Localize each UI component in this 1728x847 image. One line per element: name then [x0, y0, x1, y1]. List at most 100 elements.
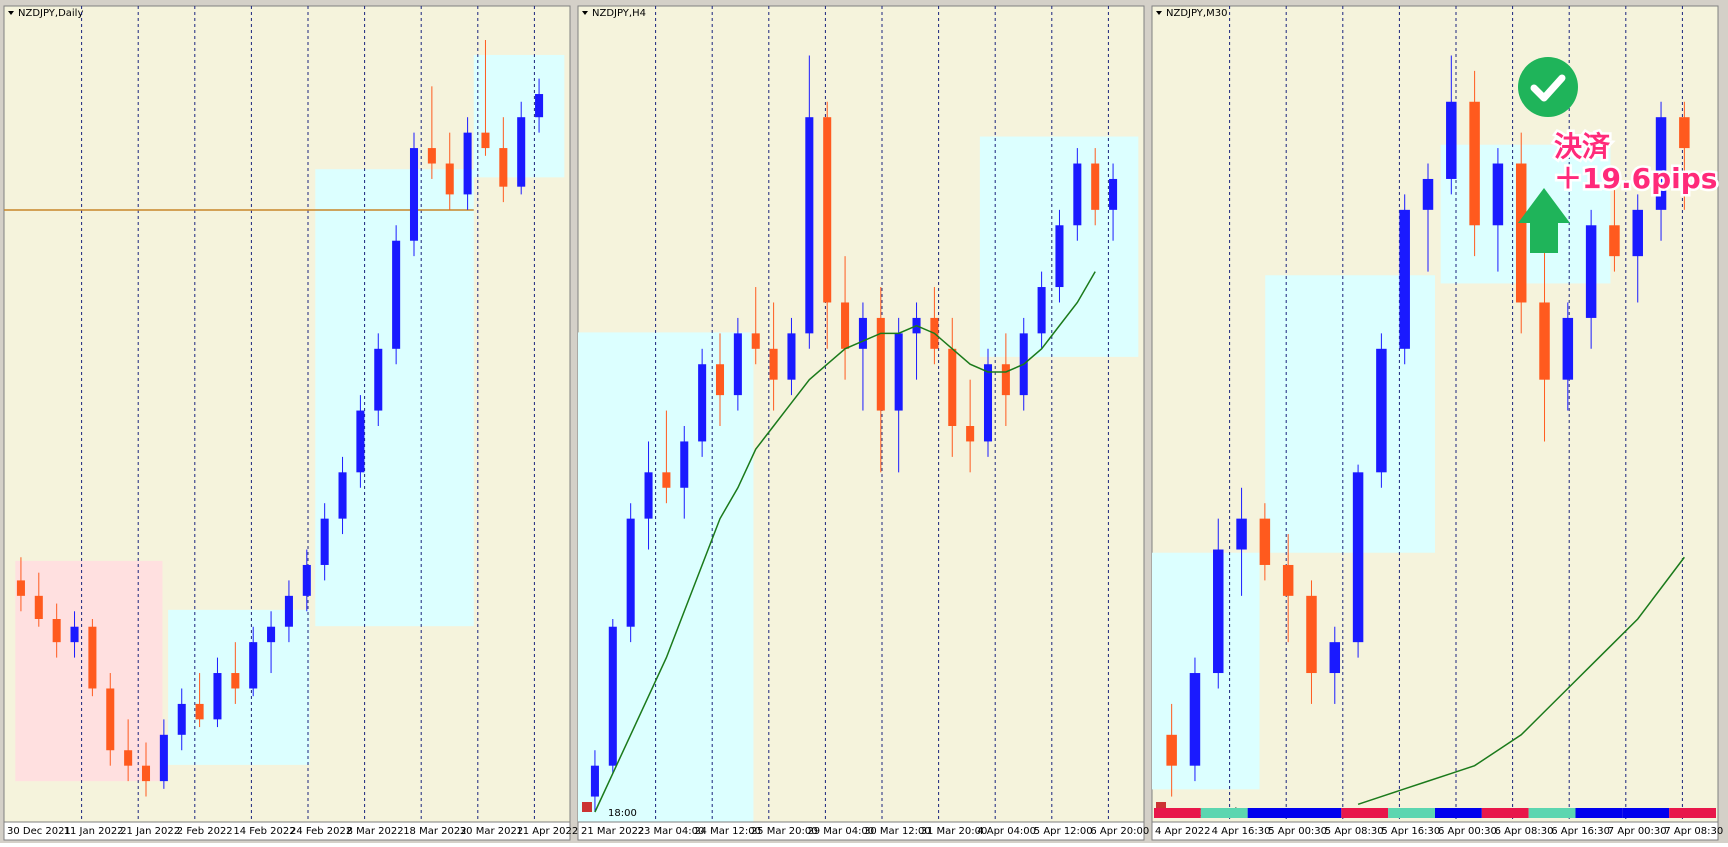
x-axis-bar [1151, 821, 1719, 841]
x-axis-bar [577, 821, 1145, 841]
session-strip [1481, 808, 1529, 818]
x-tick-label: 31 Mar 20:00 [921, 826, 988, 837]
candle-body [1469, 101, 1480, 226]
x-tick-label: 30 Mar 12:00 [864, 826, 931, 837]
x-tick-label: 4 Apr 2022 [1155, 826, 1210, 837]
candle-body [680, 441, 689, 488]
candle-body [302, 564, 311, 596]
candle-body [1236, 518, 1247, 550]
up-arrow [1518, 188, 1570, 253]
candle-body [320, 518, 329, 565]
candle-body [52, 619, 61, 643]
candle-body [644, 472, 653, 519]
candle-body [427, 148, 436, 164]
candle-body [463, 132, 472, 195]
x-tick-label: 5 Apr 00:30 [1268, 826, 1327, 837]
x-tick-label: 6 Apr 00:30 [1438, 826, 1497, 837]
candle-body [966, 426, 975, 442]
moving-average [1357, 556, 1685, 805]
session-strip [1247, 808, 1295, 818]
candle-body [608, 626, 617, 766]
candle-body [698, 364, 707, 442]
x-tick-label: 5 Apr 16:30 [1381, 826, 1440, 837]
zone-box [315, 169, 474, 627]
time-label: 18:00 [608, 808, 637, 819]
candle-body [535, 94, 544, 118]
candle-body [1376, 348, 1387, 473]
x-tick-label: 30 Dec 2021 [7, 826, 71, 837]
candle-body [733, 333, 742, 396]
x-tick-label: 23 Mar 04:00 [638, 826, 705, 837]
candle-body [894, 333, 903, 411]
candle-body [159, 734, 168, 782]
x-tick-label: 25 Mar 20:00 [751, 826, 818, 837]
session-strip [1435, 808, 1482, 818]
x-tick-label: 4 Apr 04:00 [977, 826, 1036, 837]
candle-body [499, 148, 508, 187]
session-strip [1388, 808, 1435, 818]
candle-body [948, 348, 957, 426]
x-tick-label: 24 Feb 2022 [290, 826, 352, 837]
panel-title: NZDJPY,Daily [18, 8, 83, 19]
x-axis-bar [3, 821, 571, 841]
candle-body [34, 595, 43, 619]
candle-body [1679, 117, 1690, 149]
candle-body [1352, 472, 1364, 643]
candle-body [626, 518, 635, 627]
result-text: ＋19.6pips [1554, 162, 1717, 195]
x-tick-label: 21 Mar 2022 [581, 826, 644, 837]
candle-body [1399, 209, 1410, 349]
candle-body [823, 117, 832, 303]
candle-body [1609, 225, 1620, 257]
x-tick-label: 30 Mar 2022 [460, 826, 523, 837]
candle-body [1282, 564, 1294, 596]
session-strip [1528, 808, 1576, 818]
candle-body [1562, 317, 1574, 380]
x-tick-label: 6 Apr 08:30 [1495, 826, 1554, 837]
x-tick-label: 6 Apr 20:00 [1090, 826, 1149, 837]
candle-body [1091, 163, 1100, 210]
candle-body [177, 703, 186, 735]
status-text: 決済 [1554, 130, 1611, 163]
candle-body [1001, 364, 1010, 396]
candle-body [1655, 117, 1667, 210]
candle-body [1539, 302, 1550, 380]
candle-body [662, 472, 671, 488]
candle-body [1306, 595, 1317, 674]
candle-body [213, 673, 222, 720]
candle-body [1329, 642, 1341, 674]
session-strip [1575, 808, 1623, 818]
candle-body [195, 703, 204, 720]
candle-body [1259, 518, 1271, 565]
x-tick-label: 6 Apr 16:30 [1551, 826, 1610, 837]
candle-body [1189, 673, 1201, 766]
candle-body [1109, 178, 1118, 210]
candle-body [267, 626, 276, 643]
candle-body [70, 626, 79, 643]
candle-body [876, 317, 885, 411]
candle-body [841, 302, 850, 349]
title-arrow [8, 11, 14, 15]
candle-body [805, 117, 814, 334]
candle-body [517, 117, 526, 187]
zone-box [578, 332, 754, 822]
candle-body [249, 642, 258, 689]
panel-title: NZDJPY,M30 [1166, 8, 1227, 19]
title-arrow [582, 11, 588, 15]
candle-body [106, 688, 115, 751]
session-strip [1154, 808, 1201, 818]
candle-body [751, 333, 760, 349]
x-tick-label: 24 Mar 12:00 [694, 826, 761, 837]
x-tick-label: 5 Apr 12:00 [1034, 826, 1093, 837]
x-tick-label: 14 Feb 2022 [233, 826, 295, 837]
candle-body [356, 410, 365, 473]
check-icon [1518, 57, 1578, 117]
title-arrow [1156, 11, 1162, 15]
session-strip [1200, 808, 1248, 818]
candle-body [1037, 287, 1046, 334]
candle-body [1422, 178, 1434, 210]
candle-body [590, 765, 599, 797]
candle-body [1073, 163, 1082, 226]
candle-body [409, 148, 419, 241]
